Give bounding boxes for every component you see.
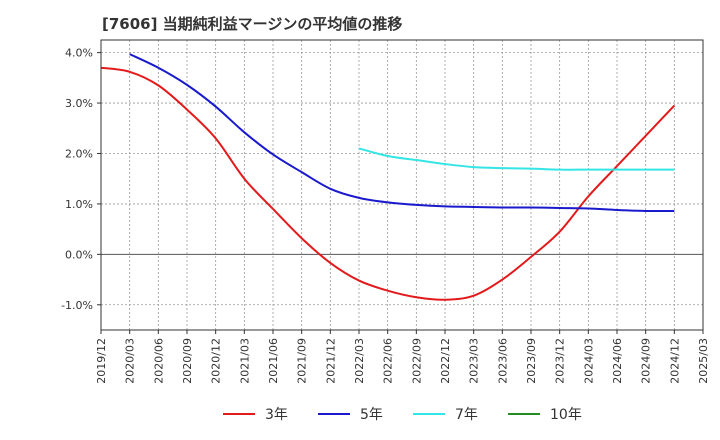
series-line-2 xyxy=(358,147,675,171)
plot-background xyxy=(101,40,703,330)
y-axis-ticks: -1.0% 0.0% 1.0% 2.0% 3.0% 4.0% xyxy=(61,47,101,312)
series-lines xyxy=(100,53,676,301)
x-tick-label: 2022/06 xyxy=(382,338,395,384)
x-tick-label: 2020/12 xyxy=(210,338,223,384)
x-tick-label: 2023/12 xyxy=(554,338,567,384)
y-tick-label: -1.0% xyxy=(61,299,93,312)
x-tick-label: 2020/09 xyxy=(181,338,194,384)
x-tick-label: 2024/03 xyxy=(582,338,595,384)
x-tick-label: 2023/03 xyxy=(468,338,481,384)
legend-label-1: 5年 xyxy=(360,407,383,423)
x-tick-label: 2025/03 xyxy=(697,338,710,384)
chart-title: [7606] 当期純利益マージンの平均値の推移 xyxy=(102,15,403,33)
grid-lines xyxy=(101,40,703,330)
y-tick-label: 4.0% xyxy=(65,47,93,60)
series-line-1 xyxy=(129,53,675,213)
x-tick-label: 2022/03 xyxy=(353,338,366,384)
y-tick-label: 2.0% xyxy=(65,147,93,160)
legend-label-0: 3年 xyxy=(265,407,288,423)
x-tick-label: 2021/06 xyxy=(267,338,280,384)
legend-label-2: 7年 xyxy=(455,407,478,423)
legend-label-3: 10年 xyxy=(550,407,582,423)
y-tick-label: 0.0% xyxy=(65,248,93,261)
x-tick-label: 2021/09 xyxy=(296,338,309,384)
x-tick-label: 2024/09 xyxy=(640,338,653,384)
x-tick-label: 2023/09 xyxy=(525,338,538,384)
x-tick-label: 2024/06 xyxy=(611,338,624,384)
y-tick-label: 3.0% xyxy=(65,97,93,110)
series-line-0 xyxy=(100,66,676,301)
x-tick-label: 2019/12 xyxy=(95,338,108,384)
x-tick-label: 2021/03 xyxy=(238,338,251,384)
plot-frame xyxy=(100,39,704,331)
x-tick-label: 2024/12 xyxy=(668,338,681,384)
y-tick-label: 1.0% xyxy=(65,198,93,211)
x-tick-label: 2022/12 xyxy=(439,338,452,384)
x-tick-label: 2021/12 xyxy=(324,338,337,384)
legend: 3年 5年 7年 10年 xyxy=(223,407,582,423)
x-axis-ticks: 2019/12 2020/03 2020/06 2020/09 2020/12 2021/… xyxy=(95,330,710,384)
x-tick-label: 2022/09 xyxy=(410,338,423,384)
x-tick-label: 2023/06 xyxy=(496,338,509,384)
x-tick-label: 2020/06 xyxy=(152,338,165,384)
x-tick-label: 2020/03 xyxy=(124,338,137,384)
